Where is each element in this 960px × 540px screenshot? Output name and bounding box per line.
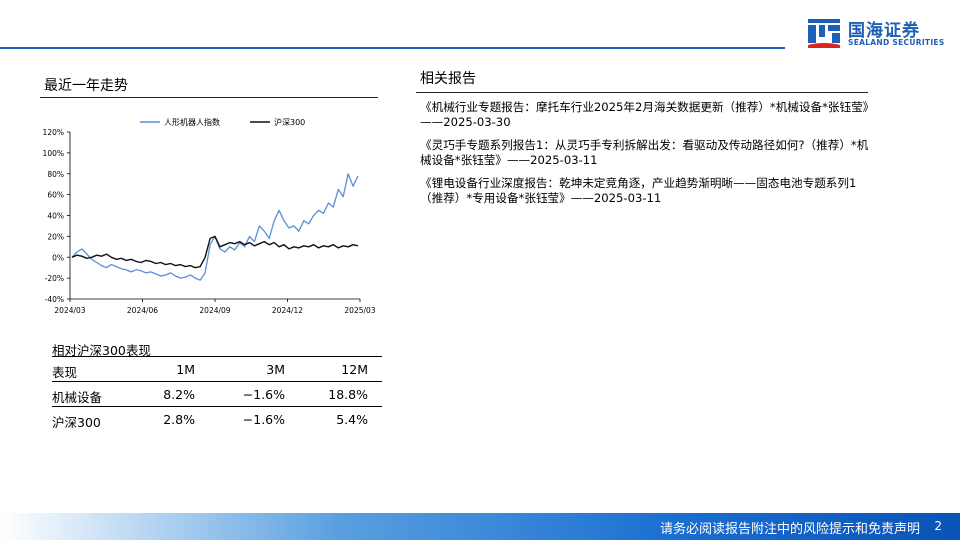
- header-cell-12m: 12M: [341, 362, 368, 377]
- cell-12m: 18.8%: [328, 387, 368, 402]
- report-link-1[interactable]: 《机械行业专题报告：摩托车行业2025年2月海关数据更新（推荐）*机械设备*张钰…: [420, 100, 869, 129]
- legend-label-2: 沪深300: [274, 117, 305, 127]
- performance-row-hs300: 沪深300 2.8% −1.6% 5.4%: [52, 407, 382, 432]
- legend-label-1: 人形机器人指数: [164, 117, 220, 127]
- y-tick-label: 20%: [47, 232, 64, 241]
- header-rule: [0, 47, 785, 49]
- performance-table-top-rule: [52, 356, 382, 357]
- cell-1m: 8.2%: [163, 387, 195, 402]
- trend-section-rule: [40, 97, 378, 98]
- x-tick-label: 2024/12: [272, 306, 303, 315]
- disclaimer-text: 请务必阅读报告附注中的风险提示和免责声明: [659, 522, 920, 537]
- y-tick-label: 120%: [43, 128, 64, 137]
- footer-bar: 请务必阅读报告附注中的风险提示和免责声明 2: [0, 513, 960, 540]
- y-tick-label: -40%: [45, 295, 64, 304]
- y-tick-label: 0%: [52, 253, 64, 262]
- page-number: 2: [934, 519, 942, 533]
- company-name-en: SEALAND SECURITIES: [848, 38, 945, 47]
- y-tick-label: 80%: [47, 170, 64, 179]
- x-tick-label: 2024/03: [54, 306, 85, 315]
- series-line-2: [71, 235, 359, 269]
- row-label: 沪深300: [52, 415, 101, 430]
- x-tick-label: 2024/09: [199, 306, 230, 315]
- x-tick-label: 2024/06: [127, 306, 158, 315]
- performance-table-title: 相对沪深300表现: [52, 343, 151, 358]
- cell-3m: −1.6%: [242, 412, 285, 427]
- y-tick-label: 60%: [47, 191, 64, 200]
- related-reports-rule: [416, 92, 868, 93]
- performance-row-machinery: 机械设备 8.2% −1.6% 18.8%: [52, 382, 382, 407]
- trend-line-chart: 120% 100% 80% 60% 40% 20% 0% -20% -40% 2024/03 202…: [43, 117, 376, 315]
- report-link-3[interactable]: 《锂电设备行业深度报告：乾坤未定竞角逐，产业趋势渐明晰——固态电池专题系列1（推…: [420, 176, 857, 205]
- y-tick-label: -20%: [45, 274, 64, 283]
- x-tick-label: 2025/03: [344, 306, 375, 315]
- header-cell-metric: 表现: [52, 365, 78, 380]
- company-name-cn: 国海证券: [848, 21, 920, 41]
- cell-1m: 2.8%: [163, 412, 195, 427]
- performance-header-row: 表现 1M 3M 12M: [52, 357, 382, 382]
- performance-table: 表现 1M 3M 12M 机械设备 8.2% −1.6% 18.8% 沪深300…: [52, 357, 382, 432]
- related-reports-list: 《机械行业专题报告：摩托车行业2025年2月海关数据更新（推荐）*机械设备*张钰…: [420, 100, 870, 214]
- related-reports-title: 相关报告: [420, 71, 476, 87]
- cell-12m: 5.4%: [336, 412, 368, 427]
- y-tick-label: 100%: [43, 149, 64, 158]
- y-tick-label: 40%: [47, 212, 64, 221]
- cell-3m: −1.6%: [242, 387, 285, 402]
- report-link-2[interactable]: 《灵巧手专题系列报告1：从灵巧手专利拆解出发：看驱动及传动路径如何?（推荐）*机…: [420, 138, 869, 167]
- header-cell-3m: 3M: [266, 362, 285, 377]
- series-line-1: [71, 173, 359, 281]
- row-label: 机械设备: [52, 390, 103, 405]
- header-cell-1m: 1M: [176, 362, 195, 377]
- company-logo: 国海证券 SEALAND SECURITIES: [806, 14, 946, 54]
- sealand-logo-icon: [808, 19, 840, 48]
- trend-section-title: 最近一年走势: [44, 78, 128, 94]
